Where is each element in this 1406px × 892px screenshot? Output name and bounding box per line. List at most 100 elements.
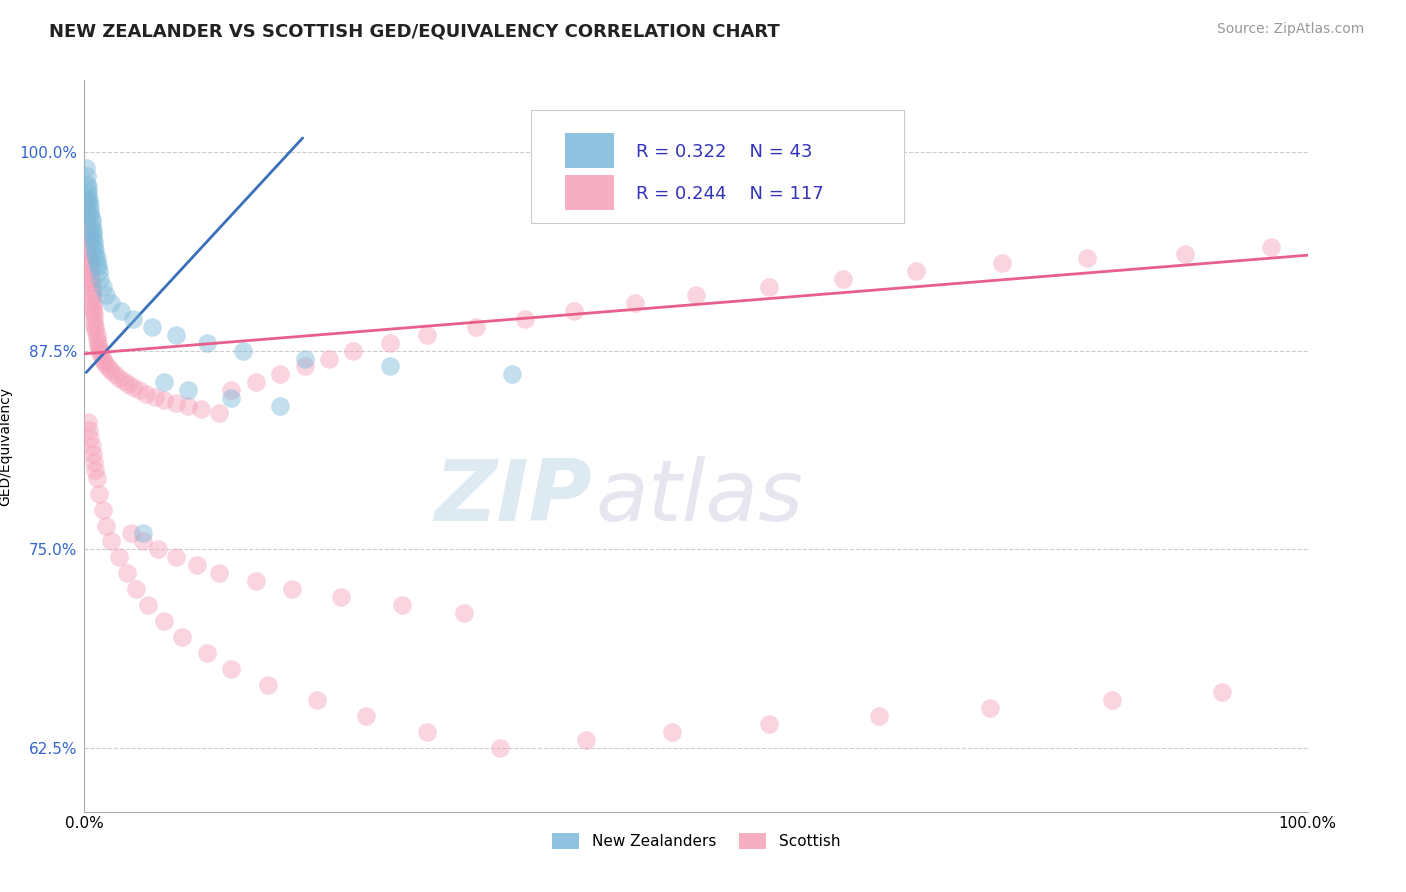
- Point: [77, 244, 100, 258]
- Point: [153, 376, 176, 390]
- Point: [75, 161, 97, 175]
- Point: [84, 323, 107, 337]
- Point: [90, 348, 112, 362]
- Point: [79, 201, 101, 215]
- Point: [77, 195, 100, 210]
- Point: [82, 447, 104, 461]
- Point: [79, 268, 101, 283]
- Point: [269, 399, 291, 413]
- Point: [117, 376, 139, 391]
- Point: [79, 264, 101, 278]
- Point: [84, 319, 107, 334]
- Point: [1211, 685, 1233, 699]
- Point: [281, 582, 304, 596]
- Point: [79, 260, 101, 274]
- Point: [464, 319, 486, 334]
- Point: [177, 399, 200, 413]
- Point: [82, 301, 104, 315]
- Point: [177, 384, 200, 398]
- Point: [153, 392, 176, 407]
- Point: [219, 662, 242, 676]
- Point: [190, 402, 212, 417]
- Point: [269, 368, 291, 382]
- Point: [143, 390, 166, 404]
- Point: [80, 275, 103, 289]
- Point: [135, 386, 157, 401]
- Point: [83, 311, 105, 326]
- Point: [84, 463, 107, 477]
- Point: [219, 392, 242, 406]
- Point: [82, 232, 104, 246]
- Legend: New Zealanders, Scottish: New Zealanders, Scottish: [546, 827, 846, 855]
- Point: [87, 342, 110, 356]
- Point: [100, 296, 122, 310]
- Point: [82, 224, 104, 238]
- Point: [132, 526, 155, 541]
- Point: [86, 327, 108, 342]
- Point: [165, 550, 187, 565]
- Point: [80, 288, 103, 302]
- Point: [380, 335, 402, 350]
- Point: [1101, 693, 1123, 707]
- Point: [77, 423, 100, 437]
- Point: [132, 534, 155, 549]
- Point: [87, 335, 110, 350]
- Point: [86, 252, 108, 266]
- Bar: [565, 175, 614, 210]
- Point: [489, 741, 512, 756]
- Point: [91, 280, 114, 294]
- Point: [562, 303, 585, 318]
- Text: Source: ZipAtlas.com: Source: ZipAtlas.com: [1216, 22, 1364, 37]
- Point: [122, 380, 145, 394]
- Point: [96, 288, 118, 302]
- Point: [80, 280, 103, 294]
- Point: [93, 355, 115, 369]
- Point: [453, 606, 475, 620]
- Point: [77, 189, 100, 203]
- FancyBboxPatch shape: [531, 110, 904, 223]
- Point: [79, 209, 101, 223]
- Y-axis label: GED/Equivalency: GED/Equivalency: [0, 386, 13, 506]
- Point: [391, 598, 413, 612]
- Point: [91, 351, 114, 366]
- Text: ZIP: ZIP: [434, 456, 592, 539]
- Point: [128, 384, 150, 398]
- Point: [86, 471, 108, 485]
- Point: [82, 227, 104, 242]
- Point: [104, 368, 127, 382]
- Point: [89, 272, 111, 286]
- Point: [305, 693, 328, 707]
- Point: [165, 327, 187, 342]
- Point: [84, 248, 107, 262]
- Point: [502, 368, 524, 382]
- Point: [80, 285, 103, 299]
- Point: [87, 260, 110, 274]
- Point: [758, 280, 780, 294]
- Point: [76, 169, 98, 183]
- Bar: [565, 133, 614, 168]
- Point: [83, 455, 105, 469]
- Point: [80, 439, 103, 453]
- Point: [115, 566, 138, 581]
- Point: [186, 558, 208, 573]
- Text: atlas: atlas: [596, 456, 804, 539]
- Point: [89, 345, 111, 359]
- Point: [208, 406, 231, 420]
- Point: [76, 216, 98, 230]
- Point: [141, 319, 163, 334]
- Point: [82, 303, 104, 318]
- Point: [75, 201, 97, 215]
- Text: NEW ZEALANDER VS SCOTTISH GED/EQUIVALENCY CORRELATION CHART: NEW ZEALANDER VS SCOTTISH GED/EQUIVALENC…: [49, 22, 780, 40]
- Point: [84, 244, 107, 258]
- Point: [195, 646, 218, 660]
- Point: [136, 598, 159, 612]
- Point: [758, 717, 780, 731]
- Point: [354, 709, 377, 723]
- Point: [107, 370, 129, 384]
- Point: [77, 185, 100, 199]
- Point: [342, 343, 364, 358]
- Point: [79, 431, 101, 445]
- Point: [97, 361, 120, 376]
- Point: [416, 327, 439, 342]
- Point: [77, 232, 100, 246]
